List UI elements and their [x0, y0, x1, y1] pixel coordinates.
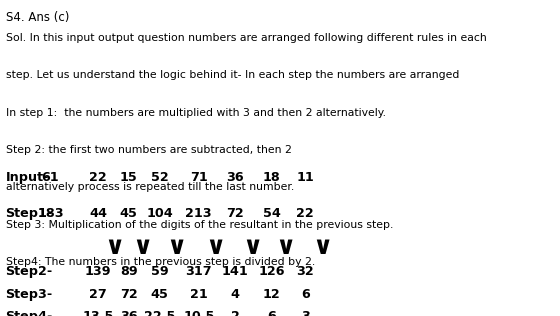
Text: 44: 44: [89, 207, 107, 220]
Text: 317: 317: [185, 265, 212, 278]
Text: 59: 59: [151, 265, 169, 278]
Text: 22: 22: [89, 171, 107, 184]
Text: 213: 213: [185, 207, 212, 220]
Text: 12: 12: [263, 288, 281, 301]
Text: 61: 61: [41, 171, 59, 184]
Text: Step4: The numbers in the previous step is divided by 2.: Step4: The numbers in the previous step …: [6, 257, 315, 267]
Text: 3: 3: [301, 310, 310, 316]
Text: ∨: ∨: [312, 235, 332, 259]
Text: 104: 104: [146, 207, 173, 220]
Text: Step 3: Multiplication of the digits of the resultant in the previous step.: Step 3: Multiplication of the digits of …: [6, 220, 393, 230]
Text: 45: 45: [120, 207, 138, 220]
Text: ∨: ∨: [133, 235, 153, 259]
Text: 52: 52: [151, 171, 169, 184]
Text: ∨: ∨: [276, 235, 296, 259]
Text: Step 2: the first two numbers are subtracted, then 2: Step 2: the first two numbers are subtra…: [6, 145, 291, 155]
Text: ∨: ∨: [242, 235, 262, 259]
Text: 2: 2: [231, 310, 240, 316]
Text: Step3-: Step3-: [6, 288, 53, 301]
Text: 54: 54: [263, 207, 281, 220]
Text: 45: 45: [151, 288, 169, 301]
Text: 21: 21: [190, 288, 208, 301]
Text: Sol. In this input output question numbers are arranged following different rule: Sol. In this input output question numbe…: [6, 33, 486, 43]
Text: ∨: ∨: [206, 235, 226, 259]
Text: Step2-: Step2-: [6, 265, 53, 278]
Text: Input-: Input-: [6, 171, 49, 184]
Text: ∨: ∨: [105, 235, 125, 259]
Text: 36: 36: [226, 171, 244, 184]
Text: 15: 15: [120, 171, 138, 184]
Text: step. Let us understand the logic behind it- In each step the numbers are arrang: step. Let us understand the logic behind…: [6, 70, 459, 81]
Text: ∨: ∨: [166, 235, 186, 259]
Text: 4: 4: [231, 288, 240, 301]
Text: 22: 22: [296, 207, 314, 220]
Text: 10.5: 10.5: [183, 310, 214, 316]
Text: 22.5: 22.5: [144, 310, 175, 316]
Text: alternatively process is repeated till the last number.: alternatively process is repeated till t…: [6, 182, 294, 192]
Text: S4. Ans (c): S4. Ans (c): [6, 11, 69, 24]
Text: 183: 183: [37, 207, 64, 220]
Text: 27: 27: [89, 288, 107, 301]
Text: 13.5: 13.5: [82, 310, 114, 316]
Text: In step 1:  the numbers are multiplied with 3 and then 2 alternatively.: In step 1: the numbers are multiplied wi…: [6, 108, 386, 118]
Text: 32: 32: [296, 265, 314, 278]
Text: 139: 139: [85, 265, 111, 278]
Text: 6: 6: [267, 310, 276, 316]
Text: Step1-: Step1-: [6, 207, 53, 220]
Text: 18: 18: [263, 171, 281, 184]
Text: 6: 6: [301, 288, 310, 301]
Text: 72: 72: [226, 207, 244, 220]
Text: 36: 36: [120, 310, 138, 316]
Text: 89: 89: [120, 265, 138, 278]
Text: 72: 72: [120, 288, 138, 301]
Text: Step4-: Step4-: [6, 310, 53, 316]
Text: 126: 126: [258, 265, 285, 278]
Text: 141: 141: [222, 265, 249, 278]
Text: 11: 11: [296, 171, 314, 184]
Text: 71: 71: [190, 171, 208, 184]
